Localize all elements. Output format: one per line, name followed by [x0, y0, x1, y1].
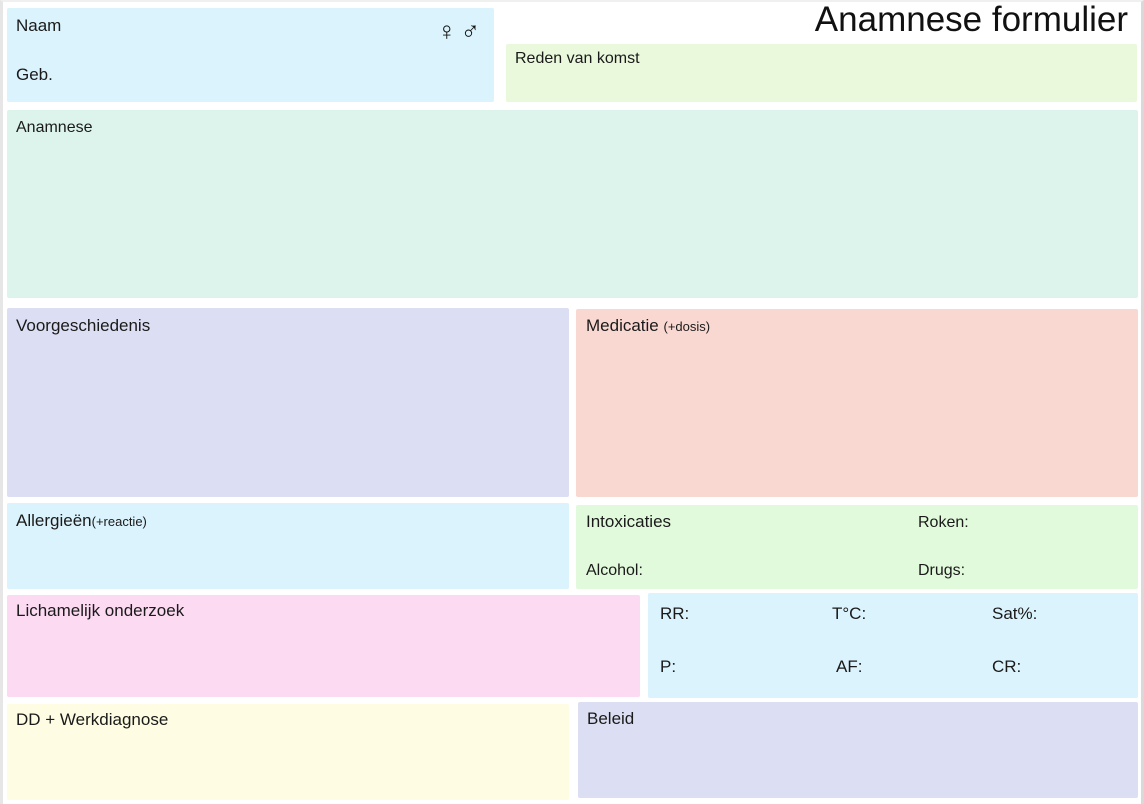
- geb-label: Geb.: [16, 65, 53, 84]
- dd-werkdiagnose-label: DD + Werkdiagnose: [16, 710, 169, 729]
- roken-field[interactable]: Roken:: [918, 514, 969, 531]
- saturation-field[interactable]: Sat%:: [992, 604, 1038, 623]
- beleid-label: Beleid: [587, 709, 635, 728]
- gender-selector: ♀♂: [437, 16, 484, 47]
- cr-field[interactable]: CR:: [992, 657, 1022, 676]
- rr-field[interactable]: RR:: [660, 604, 690, 623]
- reden-van-komst-label: Reden van komst: [515, 50, 640, 67]
- naam-label: Naam: [16, 16, 62, 35]
- form-title: Anamnese formulier: [814, 0, 1128, 39]
- allergieen-sublabel: (+reactie): [91, 514, 147, 529]
- allergieen-label: Allergieën(+reactie): [16, 511, 147, 531]
- male-icon[interactable]: ♂: [460, 16, 484, 46]
- medicatie-section[interactable]: Medicatie (+dosis): [576, 309, 1138, 497]
- naam-section[interactable]: Naam Geb. ♀♂: [7, 8, 494, 102]
- anamnese-label: Anamnese: [16, 119, 93, 136]
- allergieen-title: Allergieën: [16, 511, 92, 530]
- temperature-field[interactable]: T°C:: [832, 604, 867, 623]
- medicatie-sublabel: (+dosis): [663, 319, 711, 334]
- pulse-field[interactable]: P:: [660, 657, 677, 676]
- lichamelijk-onderzoek-section[interactable]: Lichamelijk onderzoek: [7, 595, 640, 697]
- beleid-section[interactable]: Beleid: [578, 702, 1138, 798]
- af-field[interactable]: AF:: [836, 657, 863, 676]
- reden-van-komst-section[interactable]: Reden van komst: [506, 44, 1137, 102]
- medicatie-label: Medicatie (+dosis): [586, 316, 710, 336]
- medicatie-title: Medicatie: [586, 316, 659, 335]
- vitals-section[interactable]: RR: T°C: Sat%: P: AF: CR:: [648, 593, 1138, 698]
- intoxicaties-section[interactable]: Intoxicaties Roken: Alcohol: Drugs:: [576, 505, 1138, 589]
- intoxicaties-label: Intoxicaties: [586, 512, 672, 531]
- voorgeschiedenis-label: Voorgeschiedenis: [16, 316, 151, 335]
- drugs-field[interactable]: Drugs:: [918, 562, 966, 579]
- voorgeschiedenis-section[interactable]: Voorgeschiedenis: [7, 308, 569, 497]
- female-icon[interactable]: ♀: [437, 16, 461, 46]
- dd-werkdiagnose-section[interactable]: DD + Werkdiagnose: [7, 704, 569, 800]
- allergieen-section[interactable]: Allergieën(+reactie): [7, 503, 569, 589]
- lichamelijk-onderzoek-label: Lichamelijk onderzoek: [16, 601, 185, 620]
- anamnese-section[interactable]: Anamnese: [7, 110, 1138, 298]
- alcohol-field[interactable]: Alcohol:: [586, 562, 643, 579]
